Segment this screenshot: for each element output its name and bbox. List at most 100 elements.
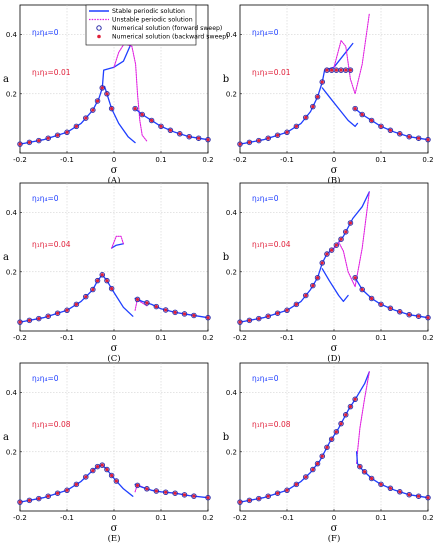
backward-point-C-8 xyxy=(91,287,95,292)
forward-point-C-0 xyxy=(17,319,23,325)
backward-point-F-14 xyxy=(339,422,343,426)
forward-point-A-12 xyxy=(108,105,115,112)
forward-point-E-17 xyxy=(162,489,169,496)
backward-point-B-25 xyxy=(426,138,430,142)
forward-point-D-14 xyxy=(338,236,344,242)
backward-point-A-4 xyxy=(56,133,60,137)
backward-point-D-7 xyxy=(304,293,308,298)
backward-point-E-7 xyxy=(84,475,88,479)
stable-branch-B-2 xyxy=(321,87,359,128)
panel-caption-E: (E) xyxy=(108,533,121,544)
stable-branch-F-0 xyxy=(239,371,370,503)
backward-point-A-2 xyxy=(37,138,41,143)
x-tick-F-1: -0.1 xyxy=(280,514,294,522)
backward-point-A-1 xyxy=(27,140,31,144)
backward-point-B-14 xyxy=(339,68,343,72)
forward-point-C-14 xyxy=(144,300,150,306)
forward-point-C-4 xyxy=(54,310,61,316)
forward-point-A-18 xyxy=(177,131,183,137)
forward-point-C-13 xyxy=(134,296,141,303)
x-axis-label-A: σ xyxy=(111,165,118,176)
backward-point-D-6 xyxy=(294,302,298,306)
forward-point-C-7 xyxy=(83,293,89,300)
forward-point-A-21 xyxy=(205,136,211,143)
backward-point-D-18 xyxy=(360,287,364,292)
forward-point-B-0 xyxy=(237,141,243,147)
forward-point-A-14 xyxy=(139,111,145,118)
forward-point-F-2 xyxy=(256,495,262,502)
backward-point-C-5 xyxy=(65,308,69,312)
annotation-eta13-C: η₁η₃=0.04 xyxy=(32,240,71,249)
forward-point-E-1 xyxy=(26,497,33,504)
x-tick-A-2: 0 xyxy=(112,156,116,164)
forward-point-D-3 xyxy=(265,313,271,319)
forward-point-F-6 xyxy=(293,481,300,488)
backward-point-E-4 xyxy=(56,491,60,495)
forward-point-A-17 xyxy=(167,127,174,134)
forward-point-A-16 xyxy=(158,123,164,130)
backward-point-B-0 xyxy=(238,142,242,146)
backward-point-B-12 xyxy=(330,68,334,72)
backward-point-F-16 xyxy=(348,405,353,409)
forward-point-B-9 xyxy=(314,94,321,100)
backward-point-A-19 xyxy=(187,135,191,139)
backward-point-C-1 xyxy=(27,318,31,322)
backward-point-C-11 xyxy=(105,279,109,283)
forward-point-F-16 xyxy=(347,403,354,410)
forward-point-D-22 xyxy=(397,309,403,315)
x-tick-C-0: -0.2 xyxy=(13,334,27,342)
x-tick-D-1: -0.1 xyxy=(280,334,294,342)
legend: Stable periodic solution Unstable period… xyxy=(85,4,229,46)
forward-point-D-11 xyxy=(324,251,330,257)
forward-point-E-19 xyxy=(181,492,188,498)
x-tick-B-2: 0 xyxy=(332,156,336,164)
backward-point-D-8 xyxy=(311,284,315,288)
x-tick-D-2: 0 xyxy=(332,334,336,342)
backward-point-F-2 xyxy=(257,496,261,501)
backward-point-C-3 xyxy=(46,314,50,318)
forward-point-D-18 xyxy=(359,286,365,293)
annotation-eta13-B: η₁η₃=0.01 xyxy=(252,68,291,77)
annotation-eta24-B: η₂η₄=0 xyxy=(252,28,279,37)
backward-point-D-22 xyxy=(398,310,402,314)
backward-point-E-21 xyxy=(206,496,210,500)
legend-backward-label: Numerical solution (backward sweep) xyxy=(112,34,229,41)
forward-point-A-1 xyxy=(26,139,33,146)
y-axis-label-A: a xyxy=(3,74,9,85)
x-tick-F-3: 0.1 xyxy=(375,514,386,522)
forward-point-F-15 xyxy=(343,412,349,418)
forward-point-C-20 xyxy=(205,314,211,321)
backward-point-B-21 xyxy=(388,128,392,132)
forward-point-D-15 xyxy=(343,229,349,235)
backward-point-B-10 xyxy=(320,80,324,84)
forward-point-B-4 xyxy=(274,132,281,138)
forward-point-E-9 xyxy=(94,463,101,470)
x-tick-D-0: -0.2 xyxy=(233,334,247,342)
backward-point-F-26 xyxy=(426,496,430,500)
y-tick-C-1: 0.4 xyxy=(6,209,18,217)
backward-point-F-18 xyxy=(358,465,362,469)
backward-point-B-9 xyxy=(315,95,320,99)
forward-point-A-7 xyxy=(83,115,89,121)
forward-point-D-24 xyxy=(415,313,422,319)
backward-point-A-18 xyxy=(178,132,182,136)
legend-unstable-label: Unstable periodic solution xyxy=(112,17,193,24)
annotation-eta13-A: η₁η₃=0.01 xyxy=(32,68,71,77)
forward-point-A-20 xyxy=(195,135,202,141)
forward-point-B-6 xyxy=(293,123,300,130)
backward-point-F-22 xyxy=(388,486,392,490)
backward-point-E-5 xyxy=(65,488,69,492)
stable-branch-C-1 xyxy=(110,243,125,249)
forward-point-B-5 xyxy=(284,129,290,136)
backward-point-F-0 xyxy=(238,500,242,504)
backward-point-D-17 xyxy=(353,276,357,280)
forward-point-D-2 xyxy=(256,315,262,322)
legend-backward-marker xyxy=(97,34,101,39)
x-tick-E-4: 0.2 xyxy=(202,514,213,522)
backward-point-D-1 xyxy=(247,318,251,322)
annotation-eta24-D: η₂η₄=0 xyxy=(252,194,279,203)
annotation-eta13-D: η₁η₃=0.04 xyxy=(252,240,291,249)
y-axis-label-B: b xyxy=(223,74,229,85)
backward-point-A-11 xyxy=(105,92,109,96)
backward-point-E-3 xyxy=(46,494,50,498)
